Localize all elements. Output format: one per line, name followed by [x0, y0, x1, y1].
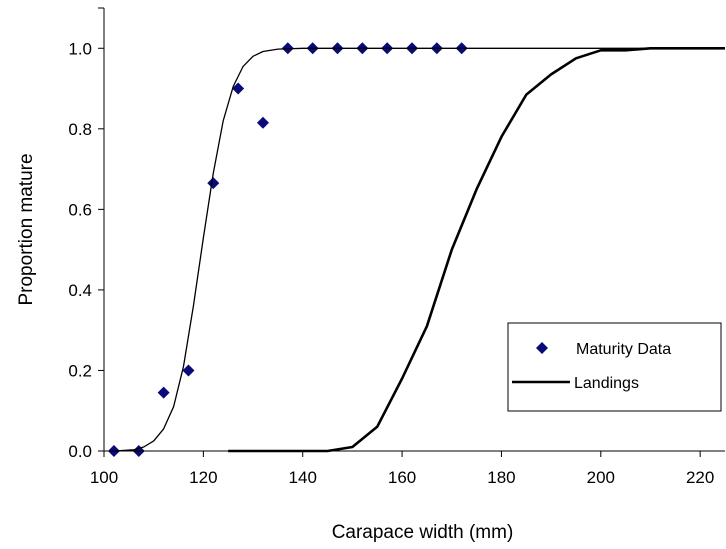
fitted-curve-line: [113, 47, 725, 452]
x-tick-label: 100: [90, 468, 118, 487]
y-tick-label: 0.2: [68, 361, 92, 380]
legend-label: Landings: [574, 375, 639, 392]
legend-marker-maturity-data: [536, 342, 548, 354]
x-tick-label: 160: [388, 468, 416, 487]
data-point: [182, 364, 195, 377]
x-axis-title: Carapace width (mm): [332, 522, 514, 543]
legend: Maturity Data Landings: [507, 322, 722, 412]
x-tick-label: 120: [189, 468, 217, 487]
legend-box: [507, 322, 722, 412]
landings-line: [228, 47, 725, 453]
y-tick-label: 0.6: [68, 200, 92, 219]
x-tick-label: 140: [289, 468, 317, 487]
y-tick-label: 0.0: [68, 442, 92, 461]
data-point: [157, 386, 170, 399]
y-tick-label: 1.0: [68, 39, 92, 58]
x-tick-label: 180: [487, 468, 515, 487]
data-point: [256, 116, 269, 129]
y-axis-title: Proportion mature: [16, 153, 37, 305]
data-point: [232, 82, 245, 95]
y-tick-label: 0.4: [68, 281, 92, 300]
legend-label: Maturity Data: [576, 341, 671, 358]
y-tick-label: 0.8: [68, 120, 92, 139]
x-tick-label: 200: [587, 468, 615, 487]
axes: 0.0 0.2 0.4 0.6 0.8 1.0 100 120 140 160 180 200 220: [68, 7, 725, 487]
plot-marks: [107, 42, 725, 457]
data-point: [207, 177, 220, 190]
x-tick-label: 220: [686, 468, 714, 487]
